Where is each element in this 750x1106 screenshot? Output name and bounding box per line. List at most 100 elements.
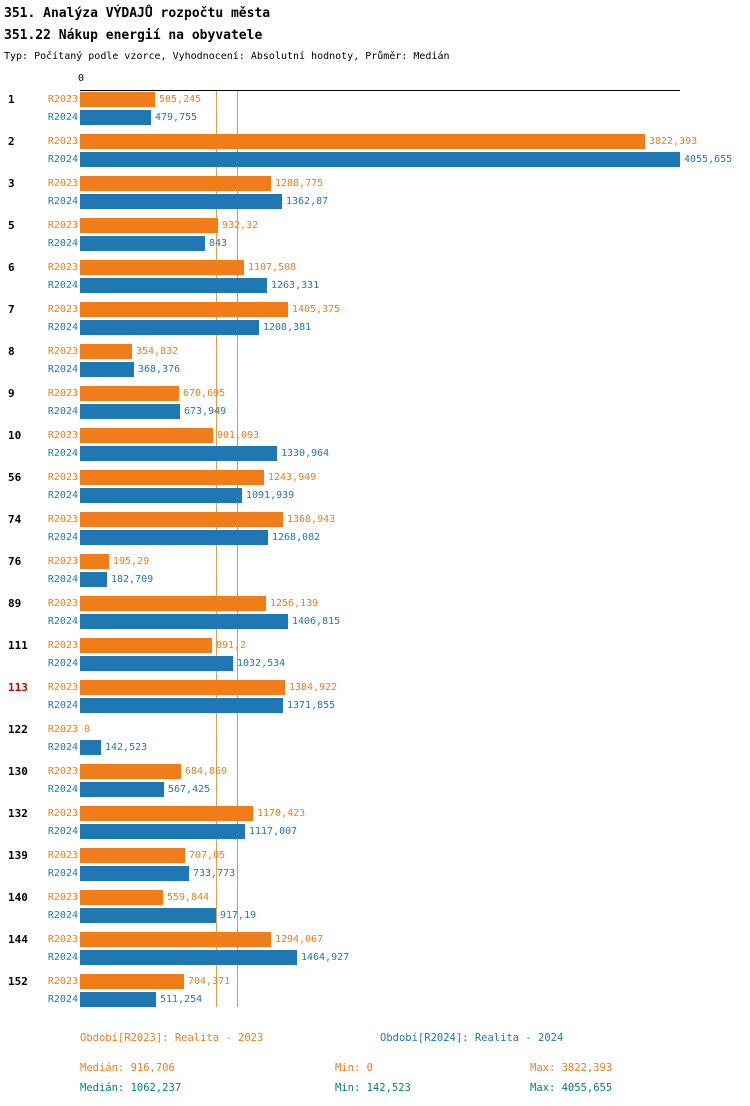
bar-value-label: 917,19 (220, 910, 257, 921)
bar-r2023 (80, 932, 271, 947)
bar-r2023 (80, 890, 163, 905)
series-label-r2023: R2023 (47, 766, 78, 777)
legend-r2023: Období[R2023]: Realita - 2023 (80, 1032, 264, 1044)
bar-r2024 (80, 110, 151, 125)
row-label: 7 (8, 303, 15, 316)
bar-r2024 (80, 782, 164, 797)
row-label: 2 (8, 135, 15, 148)
bar-r2024 (80, 488, 242, 503)
row-label: 130 (8, 765, 28, 778)
bar-value-label: 932,32 (222, 220, 259, 231)
bar-r2023 (80, 386, 179, 401)
series-label-r2024: R2024 (47, 868, 78, 879)
bar-r2024 (80, 698, 283, 713)
series-label-r2023: R2023 (47, 514, 78, 525)
series-label-r2024: R2024 (47, 700, 78, 711)
bar-value-label: 1371,855 (287, 700, 336, 711)
bar-r2023 (80, 596, 266, 611)
row-label: 113 (8, 681, 28, 694)
bar-r2023 (80, 638, 212, 653)
bar-value-label: 1406,815 (292, 616, 341, 627)
series-label-r2024: R2024 (47, 154, 78, 165)
series-label-r2023: R2023 (47, 472, 78, 483)
bar-r2023 (80, 470, 264, 485)
series-label-r2024: R2024 (47, 826, 78, 837)
series-label-r2023: R2023 (47, 682, 78, 693)
row-label: 8 (8, 345, 15, 358)
bar-r2023 (80, 134, 645, 149)
series-label-r2023: R2023 (47, 850, 78, 861)
bar-value-label: 0 (84, 724, 91, 735)
bar-r2024 (80, 614, 288, 629)
bar-r2023 (80, 764, 181, 779)
bar-value-label: 670,695 (183, 388, 226, 399)
series-label-r2023: R2023 (47, 94, 78, 105)
bar-r2023 (80, 260, 244, 275)
row-label: 89 (8, 597, 22, 610)
bar-value-label: 901,093 (217, 430, 260, 441)
series-label-r2023: R2023 (47, 976, 78, 987)
series-label-r2023: R2023 (47, 892, 78, 903)
bar-value-label: 182,709 (111, 574, 154, 585)
bar-value-label: 559,844 (167, 892, 210, 903)
row-label: 152 (8, 975, 28, 988)
bar-r2023 (80, 302, 288, 317)
bar-r2023 (80, 974, 184, 989)
stat-median-r2023: Medián: 916,706 (80, 1062, 175, 1074)
bar-value-label: 142,523 (105, 742, 148, 753)
bar-value-label: 1294,067 (275, 934, 324, 945)
row-label: 3 (8, 177, 15, 190)
bar-r2024 (80, 152, 680, 167)
row-label: 56 (8, 471, 22, 484)
bar-value-label: 684,869 (185, 766, 228, 777)
bar-value-label: 1362,87 (286, 196, 329, 207)
bar-r2023 (80, 554, 109, 569)
bar-r2024 (80, 362, 134, 377)
bar-r2023 (80, 428, 213, 443)
bar-r2024 (80, 278, 267, 293)
page-title: 351. Analýza VÝDAJŮ rozpočtu města (4, 6, 271, 21)
bar-r2023 (80, 806, 253, 821)
row-label: 74 (8, 513, 22, 526)
bar-r2024 (80, 530, 268, 545)
series-label-r2023: R2023 (47, 808, 78, 819)
bar-r2024 (80, 656, 233, 671)
bar-value-label: 1384,922 (289, 682, 338, 693)
bar-value-label: 733,773 (193, 868, 236, 879)
series-label-r2024: R2024 (47, 952, 78, 963)
median-line-r2023 (215, 90, 217, 1007)
stat-median-r2024: Medián: 1062,237 (80, 1082, 182, 1094)
row-label: 122 (8, 723, 28, 736)
bar-r2024 (80, 236, 205, 251)
series-label-r2024: R2024 (47, 910, 78, 921)
series-label-r2024: R2024 (47, 280, 78, 291)
series-label-r2023: R2023 (47, 136, 78, 147)
bar-value-label: 1032,534 (237, 658, 286, 669)
bar-value-label: 843 (209, 238, 228, 249)
stat-min-r2024: Min: 142,523 (335, 1082, 411, 1094)
bar-r2023 (80, 848, 185, 863)
stat-max-r2023: Max: 3822,393 (530, 1062, 613, 1074)
series-label-r2023: R2023 (47, 640, 78, 651)
bar-r2023 (80, 680, 285, 695)
series-label-r2024: R2024 (47, 532, 78, 543)
bar-value-label: 891,2 (216, 640, 247, 651)
bar-r2023 (80, 218, 218, 233)
series-label-r2024: R2024 (47, 238, 78, 249)
series-label-r2024: R2024 (47, 658, 78, 669)
series-label-r2024: R2024 (47, 364, 78, 375)
bar-value-label: 511,254 (160, 994, 203, 1005)
bar-value-label: 1091,939 (246, 490, 295, 501)
series-label-r2023: R2023 (47, 556, 78, 567)
bar-value-label: 4055,655 (684, 154, 733, 165)
series-label-r2023: R2023 (47, 262, 78, 273)
row-label: 111 (8, 639, 28, 652)
stat-max-r2024: Max: 4055,655 (530, 1082, 613, 1094)
series-label-r2024: R2024 (47, 196, 78, 207)
row-label: 1 (8, 93, 15, 106)
bar-value-label: 3822,393 (649, 136, 698, 147)
bar-value-label: 195,29 (113, 556, 150, 567)
row-label: 144 (8, 933, 28, 946)
